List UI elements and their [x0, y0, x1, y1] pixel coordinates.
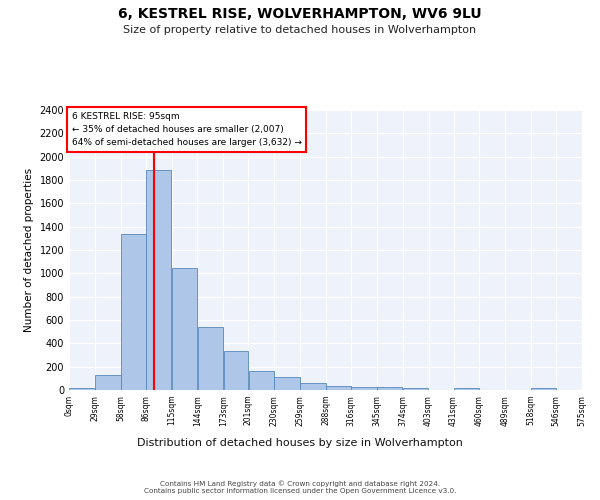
Bar [351, 387, 377, 390]
Text: Contains HM Land Registry data © Crown copyright and database right 2024.
Contai: Contains HM Land Registry data © Crown c… [144, 480, 456, 494]
Bar [172, 268, 197, 390]
Bar [274, 377, 300, 390]
Bar [95, 376, 121, 390]
Text: 6 KESTREL RISE: 95sqm
← 35% of detached houses are smaller (2,007)
64% of semi-d: 6 KESTREL RISE: 95sqm ← 35% of detached … [71, 112, 302, 147]
Bar [300, 383, 326, 390]
Bar [146, 170, 172, 390]
Text: Size of property relative to detached houses in Wolverhampton: Size of property relative to detached ho… [124, 25, 476, 35]
Bar [403, 388, 428, 390]
Text: Distribution of detached houses by size in Wolverhampton: Distribution of detached houses by size … [137, 438, 463, 448]
Bar [197, 327, 223, 390]
Y-axis label: Number of detached properties: Number of detached properties [24, 168, 34, 332]
Bar [248, 371, 274, 390]
Bar [121, 234, 146, 390]
Bar [224, 351, 248, 390]
Bar [69, 388, 95, 390]
Bar [326, 386, 351, 390]
Bar [377, 388, 403, 390]
Text: 6, KESTREL RISE, WOLVERHAMPTON, WV6 9LU: 6, KESTREL RISE, WOLVERHAMPTON, WV6 9LU [118, 8, 482, 22]
Bar [532, 388, 556, 390]
Bar [454, 388, 479, 390]
